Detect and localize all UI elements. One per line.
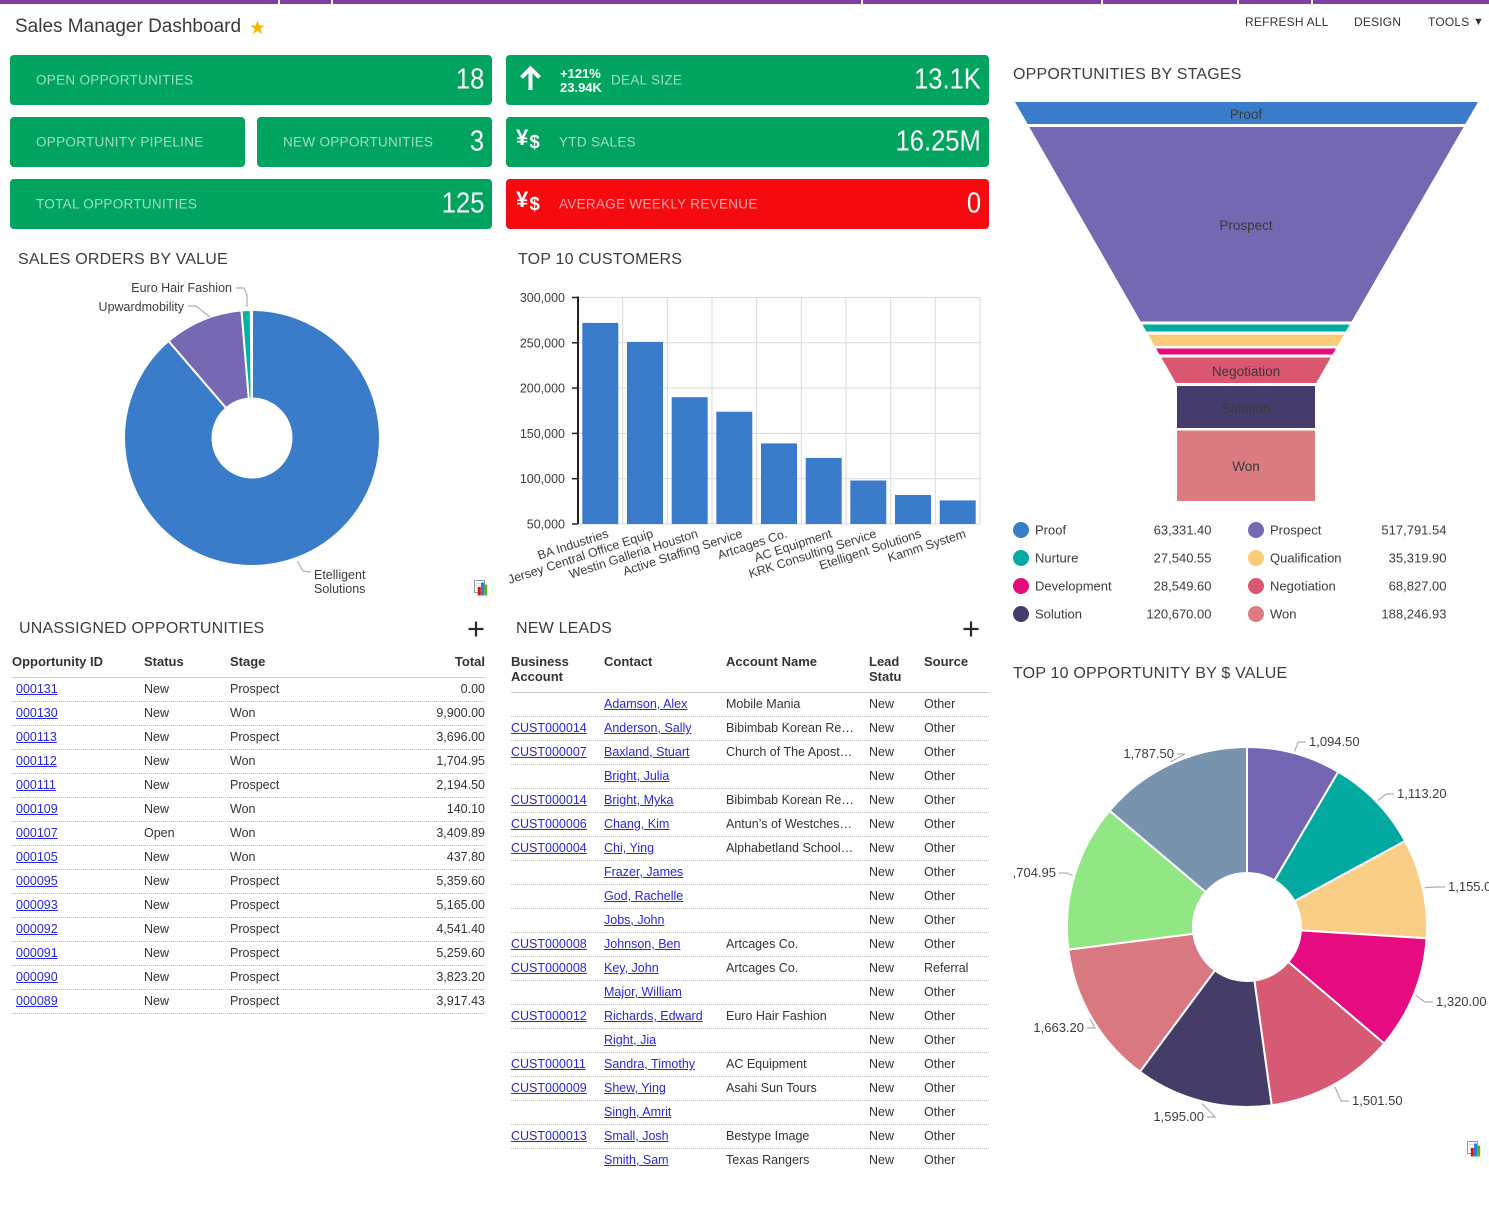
svg-text:Won: Won (1232, 459, 1260, 474)
svg-text:Solution: Solution (1035, 607, 1082, 622)
svg-text:200,000: 200,000 (520, 382, 565, 396)
svg-text:120,670.00: 120,670.00 (1146, 607, 1211, 622)
svg-text:1,320.00: 1,320.00 (1436, 994, 1487, 1009)
svg-text:150,000: 150,000 (520, 427, 565, 441)
svg-text:,704.95: ,704.95 (1013, 865, 1056, 880)
svg-text:Solutions: Solutions (314, 582, 365, 596)
svg-text:50,000: 50,000 (527, 518, 565, 532)
svg-text:300,000: 300,000 (520, 291, 565, 305)
svg-text:Prospect: Prospect (1219, 218, 1273, 233)
svg-text:1,663.20: 1,663.20 (1033, 1020, 1084, 1035)
svg-text:Negotiation: Negotiation (1270, 579, 1336, 594)
svg-text:Etelligent: Etelligent (314, 568, 366, 582)
svg-text:68,827.00: 68,827.00 (1389, 579, 1447, 594)
svg-text:Euro Hair Fashion: Euro Hair Fashion (131, 281, 232, 295)
svg-text:Negotiation: Negotiation (1212, 364, 1280, 379)
svg-text:1,595.00: 1,595.00 (1153, 1109, 1204, 1124)
svg-text:100,000: 100,000 (520, 472, 565, 486)
svg-text:Qualification: Qualification (1270, 551, 1342, 566)
svg-text:28,549.60: 28,549.60 (1154, 579, 1212, 594)
svg-text:Solution: Solution (1222, 401, 1271, 416)
svg-text:1,155.00: 1,155.00 (1448, 879, 1489, 894)
svg-text:35,319.90: 35,319.90 (1389, 551, 1447, 566)
svg-text:27,540.55: 27,540.55 (1154, 551, 1212, 566)
svg-text:Upwardmobility: Upwardmobility (99, 300, 185, 314)
svg-text:Proof: Proof (1230, 107, 1263, 122)
svg-text:63,331.40: 63,331.40 (1154, 523, 1212, 538)
svg-text:250,000: 250,000 (520, 336, 565, 350)
svg-text:517,791.54: 517,791.54 (1381, 523, 1446, 538)
svg-text:Won: Won (1270, 607, 1297, 622)
svg-text:Proof: Proof (1035, 523, 1066, 538)
svg-text:Development: Development (1035, 579, 1112, 594)
svg-text:Nurture: Nurture (1035, 551, 1078, 566)
svg-text:1,787.50: 1,787.50 (1123, 746, 1174, 761)
svg-text:188,246.93: 188,246.93 (1381, 607, 1446, 622)
svg-text:1,501.50: 1,501.50 (1352, 1093, 1403, 1108)
svg-text:Prospect: Prospect (1270, 523, 1322, 538)
svg-text:1,113.20: 1,113.20 (1397, 786, 1447, 801)
svg-text:1,094.50: 1,094.50 (1309, 734, 1360, 749)
